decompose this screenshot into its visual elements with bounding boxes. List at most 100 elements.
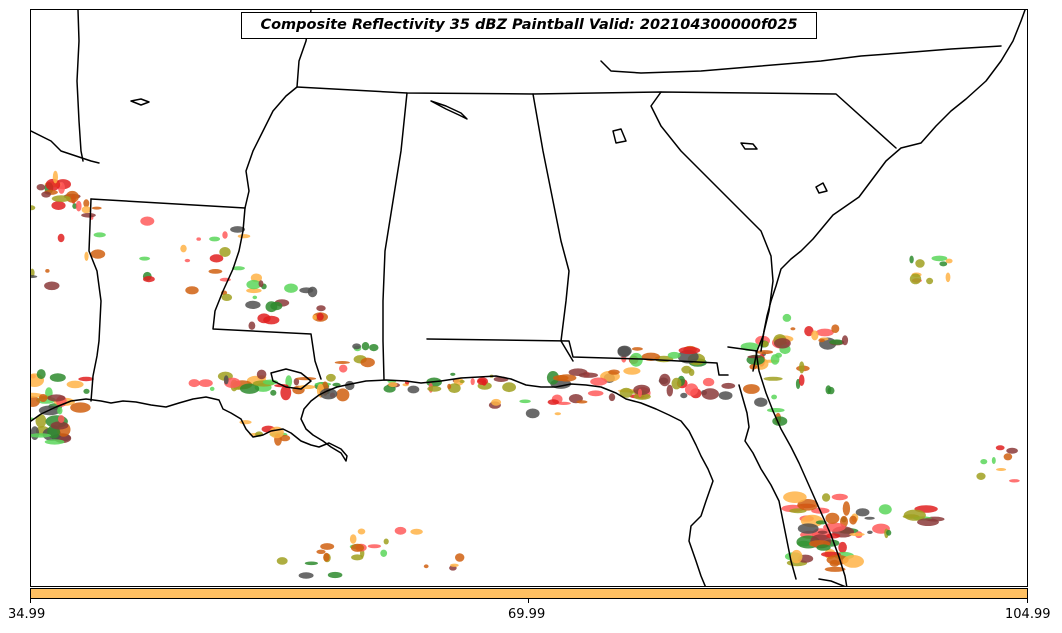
- reflectivity-blob: [790, 549, 803, 564]
- reflectivity-blob: [279, 434, 291, 442]
- reflectivity-blob: [360, 357, 375, 368]
- state-border-ga-sc: [650, 91, 774, 352]
- reflectivity-blob: [293, 378, 300, 386]
- reflectivity-blob: [617, 346, 631, 358]
- reflectivity-blob: [1006, 447, 1018, 454]
- colorbar-tick-label-mid: 69.99: [508, 607, 546, 622]
- reflectivity-blob: [252, 295, 258, 300]
- reflectivity-blob: [638, 388, 642, 398]
- reflectivity-blob: [248, 321, 256, 330]
- reflectivity-blob: [767, 408, 785, 413]
- reflectivity-blob: [339, 364, 348, 373]
- reflectivity-blob: [66, 380, 84, 389]
- reflectivity-blob: [822, 493, 831, 502]
- reflectivity-blob: [70, 402, 91, 413]
- reflectivity-blob: [1009, 479, 1020, 483]
- reservoir-3: [612, 128, 627, 144]
- reflectivity-blob: [747, 355, 761, 359]
- reflectivity-blob: [47, 394, 66, 402]
- reflectivity-blob: [666, 384, 673, 397]
- reflectivity-blob: [680, 392, 688, 399]
- reflectivity-blob: [763, 376, 783, 381]
- map-panel: [30, 9, 1028, 587]
- reflectivity-blob: [633, 384, 651, 395]
- reflectivity-blob: [351, 554, 364, 561]
- reflectivity-blob: [825, 385, 832, 395]
- reflectivity-blob: [841, 335, 849, 346]
- reflectivity-blob: [93, 232, 106, 238]
- colorbar-tick-label-min: 34.99: [8, 607, 46, 622]
- reflectivity-blob: [831, 324, 840, 334]
- reflectivity-blob: [996, 468, 1007, 471]
- reflectivity-blob: [143, 276, 155, 283]
- florida-east-coastline: [755, 350, 848, 586]
- reflectivity-blob: [352, 343, 361, 350]
- atlantic-coastline: [760, 10, 1026, 352]
- reflectivity-blob: [824, 566, 846, 572]
- reflectivity-blob: [38, 394, 48, 402]
- reflectivity-blob: [78, 376, 94, 382]
- reflectivity-blob: [81, 206, 92, 214]
- state-border-tn-south: [296, 86, 897, 149]
- reflectivity-blob: [1003, 453, 1013, 461]
- reflectivity-blob: [702, 377, 715, 387]
- colorbar-tick-mark: [1027, 599, 1028, 603]
- state-border-la-ar: [90, 198, 246, 209]
- reflectivity-blob: [36, 184, 46, 191]
- reflectivity-blob: [811, 330, 819, 341]
- reservoir-2: [130, 98, 150, 106]
- reflectivity-paintball-layer: [31, 170, 1020, 579]
- reflectivity-blob: [816, 544, 831, 551]
- reflectivity-blob: [45, 178, 61, 191]
- reflectivity-blob: [83, 388, 90, 394]
- reflectivity-blob: [926, 277, 934, 285]
- reflectivity-blob: [45, 269, 50, 273]
- gulf-coastline: [31, 375, 714, 586]
- state-border-tn-ky: [600, 45, 1002, 74]
- reflectivity-blob: [49, 373, 66, 382]
- reflectivity-blob: [219, 247, 231, 257]
- reflectivity-blob: [743, 384, 760, 394]
- reflectivity-blob: [357, 528, 366, 535]
- reflectivity-blob: [587, 390, 604, 397]
- reflectivity-blob: [188, 379, 200, 388]
- reflectivity-blob: [815, 520, 827, 525]
- colorbar: [30, 588, 1028, 599]
- reflectivity-blob: [52, 170, 59, 184]
- reflectivity-blob: [667, 351, 681, 359]
- reflectivity-blob: [915, 259, 925, 268]
- reflectivity-blob: [849, 515, 857, 525]
- reflectivity-blob: [685, 383, 699, 396]
- reflectivity-blob: [476, 377, 489, 386]
- reflectivity-blob: [350, 543, 365, 552]
- reflectivity-blob: [240, 383, 260, 394]
- reflectivity-blob: [450, 563, 459, 567]
- colorbar-tick-mark: [30, 599, 31, 603]
- reflectivity-blob: [90, 249, 106, 259]
- reflectivity-blob: [608, 369, 620, 375]
- reflectivity-blob: [276, 557, 288, 565]
- reflectivity-blob: [180, 244, 187, 253]
- florida-west-coastline: [738, 384, 797, 580]
- reflectivity-blob: [349, 534, 357, 544]
- reflectivity-blob: [299, 287, 314, 294]
- reflectivity-blob: [388, 382, 398, 388]
- reflectivity-blob: [51, 201, 66, 210]
- florida-keys: [818, 578, 846, 586]
- reflectivity-blob: [931, 255, 948, 262]
- reflectivity-blob: [319, 388, 338, 400]
- reflectivity-blob: [316, 305, 326, 312]
- reflectivity-blob: [316, 312, 324, 321]
- state-border-ark-mo: [76, 10, 84, 162]
- reflectivity-blob: [367, 544, 381, 549]
- reflectivity-blob: [298, 572, 314, 579]
- reflectivity-blob: [304, 561, 318, 566]
- reflectivity-blob: [557, 374, 577, 382]
- reflectivity-blob: [327, 571, 343, 579]
- reflectivity-blob: [31, 433, 51, 438]
- colorbar-tick-label-max: 104.99: [1005, 607, 1051, 622]
- reflectivity-blob: [31, 396, 40, 407]
- reflectivity-blob: [831, 493, 848, 501]
- reflectivity-blob: [631, 347, 643, 351]
- reflectivity-blob: [798, 374, 805, 387]
